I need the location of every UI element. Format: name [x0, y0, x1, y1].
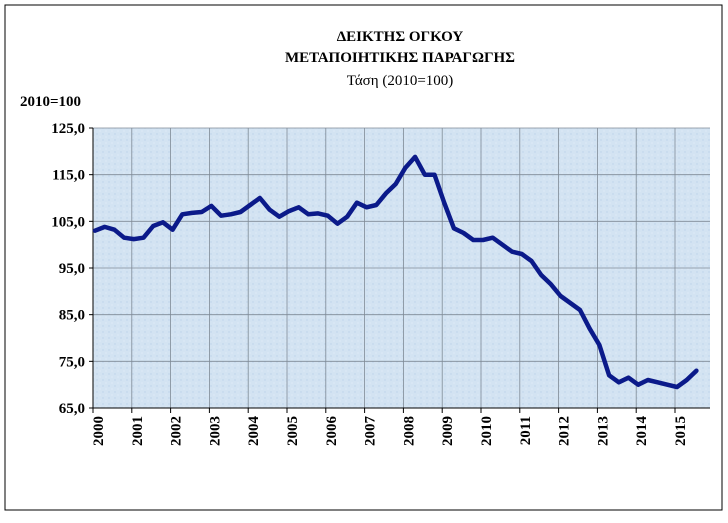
x-tick-label: 2000	[91, 416, 107, 446]
chart-subtitle: ΜΕΤΑΠΟΙΗΤΙΚΗΣ ΠΑΡΑΓΩΓΗΣ	[285, 50, 515, 66]
x-tick-label: 2011	[518, 416, 534, 445]
x-tick-label: 2005	[285, 416, 301, 446]
x-tick-label: 2008	[401, 416, 417, 446]
y-tick-label: 75,0	[59, 354, 85, 370]
y-tick-label: 85,0	[59, 308, 85, 324]
x-tick-label: 2001	[130, 416, 146, 446]
data-line	[92, 154, 699, 390]
x-tick-label: 2012	[557, 416, 573, 446]
x-tick-label: 2015	[673, 416, 689, 446]
y-tick-label: 115,0	[52, 168, 85, 184]
x-tick-label: 2014	[634, 416, 650, 447]
y-tick-label: 125,0	[51, 121, 85, 137]
y-tick-label: 65,0	[59, 401, 85, 417]
chart-subtitle: Τάση (2010=100)	[347, 73, 454, 89]
x-tick-label: 2007	[363, 416, 379, 447]
y-tick-label: 95,0	[59, 261, 85, 277]
y-axis-label: 2010=100	[20, 94, 81, 110]
chart-title: ΔΕΙΚΤΗΣ ΟΓΚΟΥ	[337, 29, 464, 45]
x-tick-label: 2010	[479, 416, 495, 446]
x-tick-label: 2002	[169, 416, 185, 446]
x-tick-label: 2004	[246, 416, 262, 447]
y-tick-label: 105,0	[51, 214, 85, 230]
x-tick-label: 2009	[440, 416, 456, 446]
x-tick-label: 2006	[324, 416, 340, 447]
x-tick-label: 2003	[207, 416, 223, 446]
x-tick-label: 2013	[595, 416, 611, 446]
